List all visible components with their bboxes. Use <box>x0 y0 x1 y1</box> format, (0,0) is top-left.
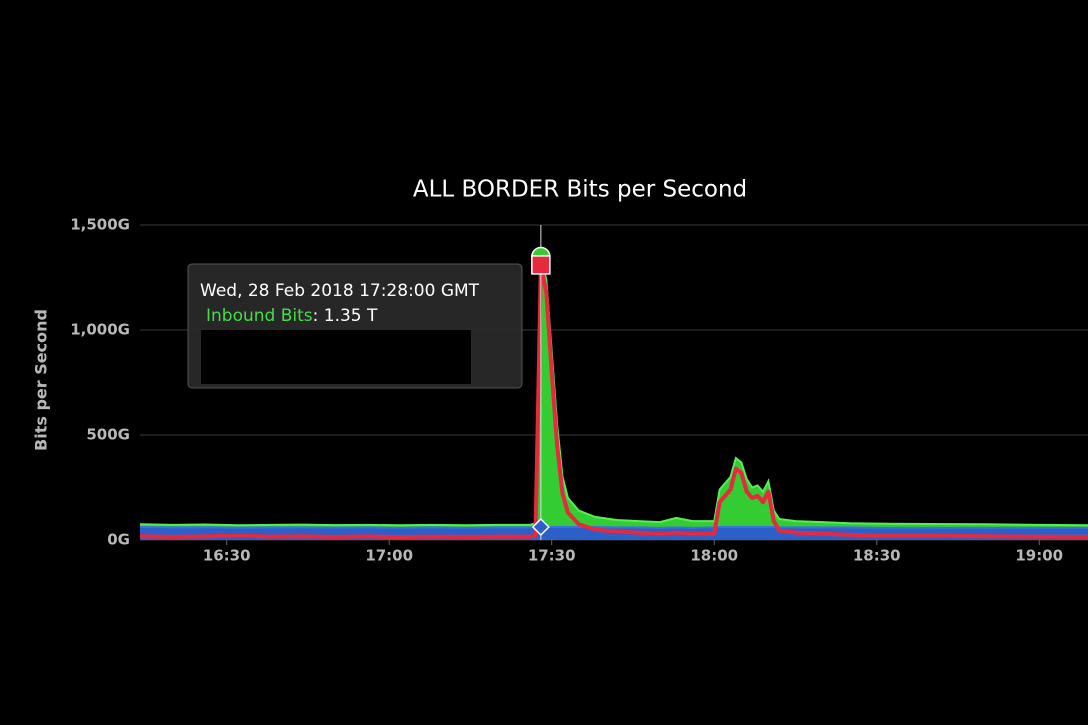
area-edge <box>139 525 1088 529</box>
x-tick-label: 16:30 <box>203 547 251 565</box>
tooltip: Wed, 28 Feb 2018 17:28:00 GMT Inbound Bi… <box>187 263 523 389</box>
y-tick-label: 1,000G <box>70 321 130 339</box>
hover-marker <box>531 517 550 537</box>
hover-marker <box>531 255 551 275</box>
y-tick-label: 1,500G <box>70 216 130 234</box>
area-edge <box>139 256 1088 527</box>
chart-title: ALL BORDER Bits per Second <box>413 177 747 203</box>
tooltip-series: Inbound Bits <box>206 306 313 326</box>
x-tick-label: 19:00 <box>1015 547 1063 565</box>
x-tick-label: 17:00 <box>365 547 413 565</box>
y-tick-label: 0G <box>107 531 130 549</box>
redacted-box <box>201 330 471 384</box>
tooltip-header: Wed, 28 Feb 2018 17:28:00 GMT <box>200 281 480 301</box>
y-tick-label: 500G <box>86 426 130 444</box>
tooltip-line: Inbound Bits: 1.35 T <box>206 306 378 326</box>
x-tick-label: 18:30 <box>853 547 901 565</box>
y-axis-label: Bits per Second <box>32 309 51 451</box>
line <box>139 262 1088 540</box>
tooltip-value: : 1.35 T <box>313 306 378 326</box>
x-tick-label: 18:00 <box>690 547 738 565</box>
plot-area: 0G 500G 1,000G 1,500G 16:30 17:00 17:30 18:00 18… <box>70 216 1088 565</box>
x-tick-label: 17:30 <box>528 547 576 565</box>
